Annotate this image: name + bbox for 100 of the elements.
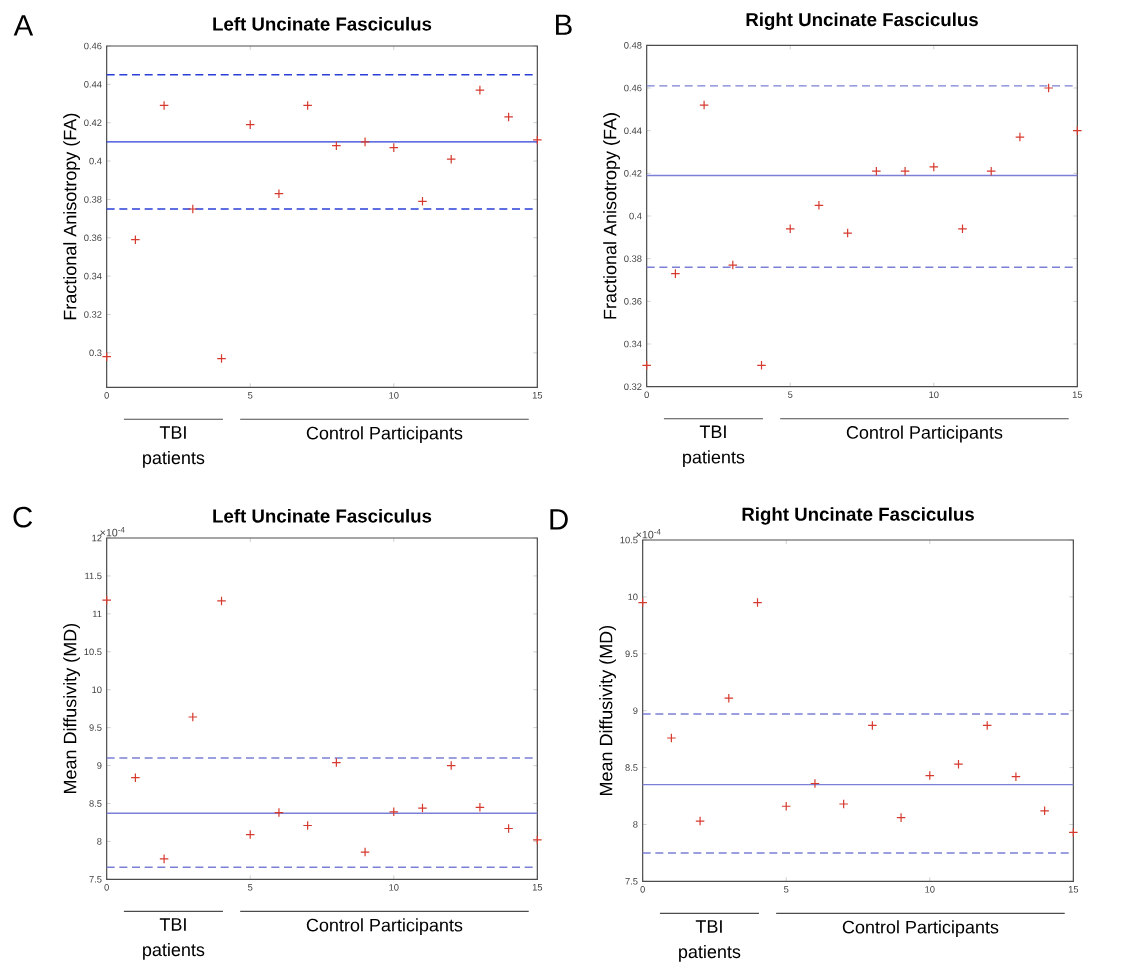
text: Control Participants — [306, 918, 463, 936]
y-tick-label: 0.38 — [84, 196, 102, 203]
point — [532, 835, 543, 845]
x-tick-label: 5 — [248, 392, 253, 399]
point — [928, 162, 939, 172]
y-axis-title: Fractional Anisotropy (FA) — [63, 113, 80, 320]
x-tick-label: 0 — [104, 884, 109, 891]
y-tick-label: 0.32 — [624, 383, 642, 390]
y-tick-label: 10.5 — [620, 536, 638, 544]
y-tick-label: 8 — [97, 838, 102, 845]
text: TBI patients — [143, 426, 205, 468]
y-tick-label: 11 — [92, 610, 102, 618]
chart-title: Right Uncinate Fasciculus — [742, 507, 974, 525]
text: TBI patients — [683, 425, 745, 468]
y-tick-label: 0.44 — [624, 127, 642, 134]
y-tick-label: 7.5 — [89, 876, 102, 883]
x-tick-label: 5 — [784, 886, 789, 893]
text: C — [13, 506, 33, 528]
text: Control Participants — [306, 426, 463, 444]
text: ×10$^{-4}$ — [636, 529, 661, 539]
y-tick-label: 0.36 — [624, 298, 642, 305]
y-tick-label: 12 — [92, 534, 102, 542]
chart-title: Right Uncinate Fasciculus — [746, 12, 978, 30]
x-tick-label: 15 — [1068, 886, 1079, 893]
y-tick-label: 9 — [633, 707, 638, 714]
point — [842, 228, 853, 238]
y-tick-label: 0.3 — [89, 349, 102, 357]
point — [187, 204, 198, 214]
x-tick-label: 5 — [788, 391, 793, 398]
chart-title: Left Uncinate Fasciculus — [213, 508, 432, 523]
point — [187, 712, 198, 722]
point — [417, 803, 428, 813]
point — [274, 807, 284, 818]
point — [896, 812, 906, 823]
point — [274, 188, 284, 199]
point — [475, 802, 485, 813]
x-tick-label: 0 — [644, 391, 649, 398]
y-tick-label: 0.4 — [629, 212, 642, 220]
y-tick-label: 0.36 — [84, 234, 102, 242]
point — [475, 85, 485, 95]
x-tick-label: 10 — [925, 886, 935, 893]
point — [1011, 771, 1021, 782]
point — [159, 853, 169, 864]
x-tick-label: 15 — [532, 392, 543, 399]
text: B — [556, 14, 572, 35]
y-tick-label: 0.34 — [84, 272, 102, 280]
x-tick-label: 5 — [248, 884, 253, 891]
point — [1043, 83, 1054, 93]
point — [810, 778, 820, 789]
point — [699, 100, 709, 110]
x-tick-label: 0 — [104, 392, 109, 399]
text: A — [13, 15, 34, 36]
text: TBI patients — [143, 918, 205, 960]
y-tick-label: 0.32 — [84, 311, 102, 318]
x-tick-label: 15 — [532, 884, 543, 891]
y-tick-label: 11.5 — [85, 572, 102, 580]
y-tick-label: 0.44 — [84, 81, 102, 88]
point — [666, 733, 677, 743]
y-tick-label: 0.38 — [624, 255, 642, 262]
point — [838, 799, 849, 809]
text: Control Participants — [842, 920, 999, 938]
text: ×10$^{-4}$ — [100, 527, 125, 537]
chart-title: Left Uncinate Fasciculus — [213, 16, 432, 31]
x-tick-label: 10 — [389, 392, 399, 399]
point — [159, 100, 169, 111]
y-tick-label: 9.5 — [89, 724, 102, 731]
y-tick-label: 7.5 — [625, 878, 638, 885]
y-tick-label: 0.42 — [84, 119, 102, 127]
point — [360, 847, 370, 857]
x-tick-label: 10 — [929, 391, 939, 398]
y-tick-label: 0.4 — [89, 157, 102, 165]
point — [900, 166, 910, 177]
y-tick-label: 0.48 — [624, 42, 642, 49]
y-tick-label: 8.5 — [625, 764, 638, 771]
y-tick-label: 8 — [633, 821, 638, 828]
text: Control Participants — [846, 425, 1003, 443]
text: TBI patients — [679, 920, 741, 962]
point — [216, 596, 227, 606]
y-tick-label: 0.46 — [84, 42, 102, 50]
y-tick-label: 0.34 — [624, 340, 642, 348]
y-tick-label: 0.42 — [624, 170, 642, 177]
y-tick-label: 10 — [92, 686, 102, 694]
text: D — [550, 509, 568, 530]
y-tick-label: 9 — [97, 762, 102, 769]
x-tick-label: 0 — [640, 886, 645, 893]
point — [695, 816, 705, 826]
x-tick-label: 15 — [1072, 391, 1083, 398]
y-tick-label: 10.5 — [84, 648, 102, 656]
x-tick-label: 10 — [389, 884, 399, 891]
point — [503, 112, 514, 122]
y-tick-label: 9.5 — [625, 650, 638, 658]
y-tick-label: 8.5 — [89, 800, 102, 807]
y-tick-label: 0.46 — [624, 84, 642, 92]
y-tick-label: 10 — [628, 593, 638, 601]
y-axis-title: Fractional Anisotropy (FA) — [603, 113, 620, 319]
point — [727, 260, 738, 270]
point — [814, 200, 824, 211]
point — [446, 154, 457, 165]
point — [532, 135, 543, 145]
point — [1015, 132, 1025, 142]
